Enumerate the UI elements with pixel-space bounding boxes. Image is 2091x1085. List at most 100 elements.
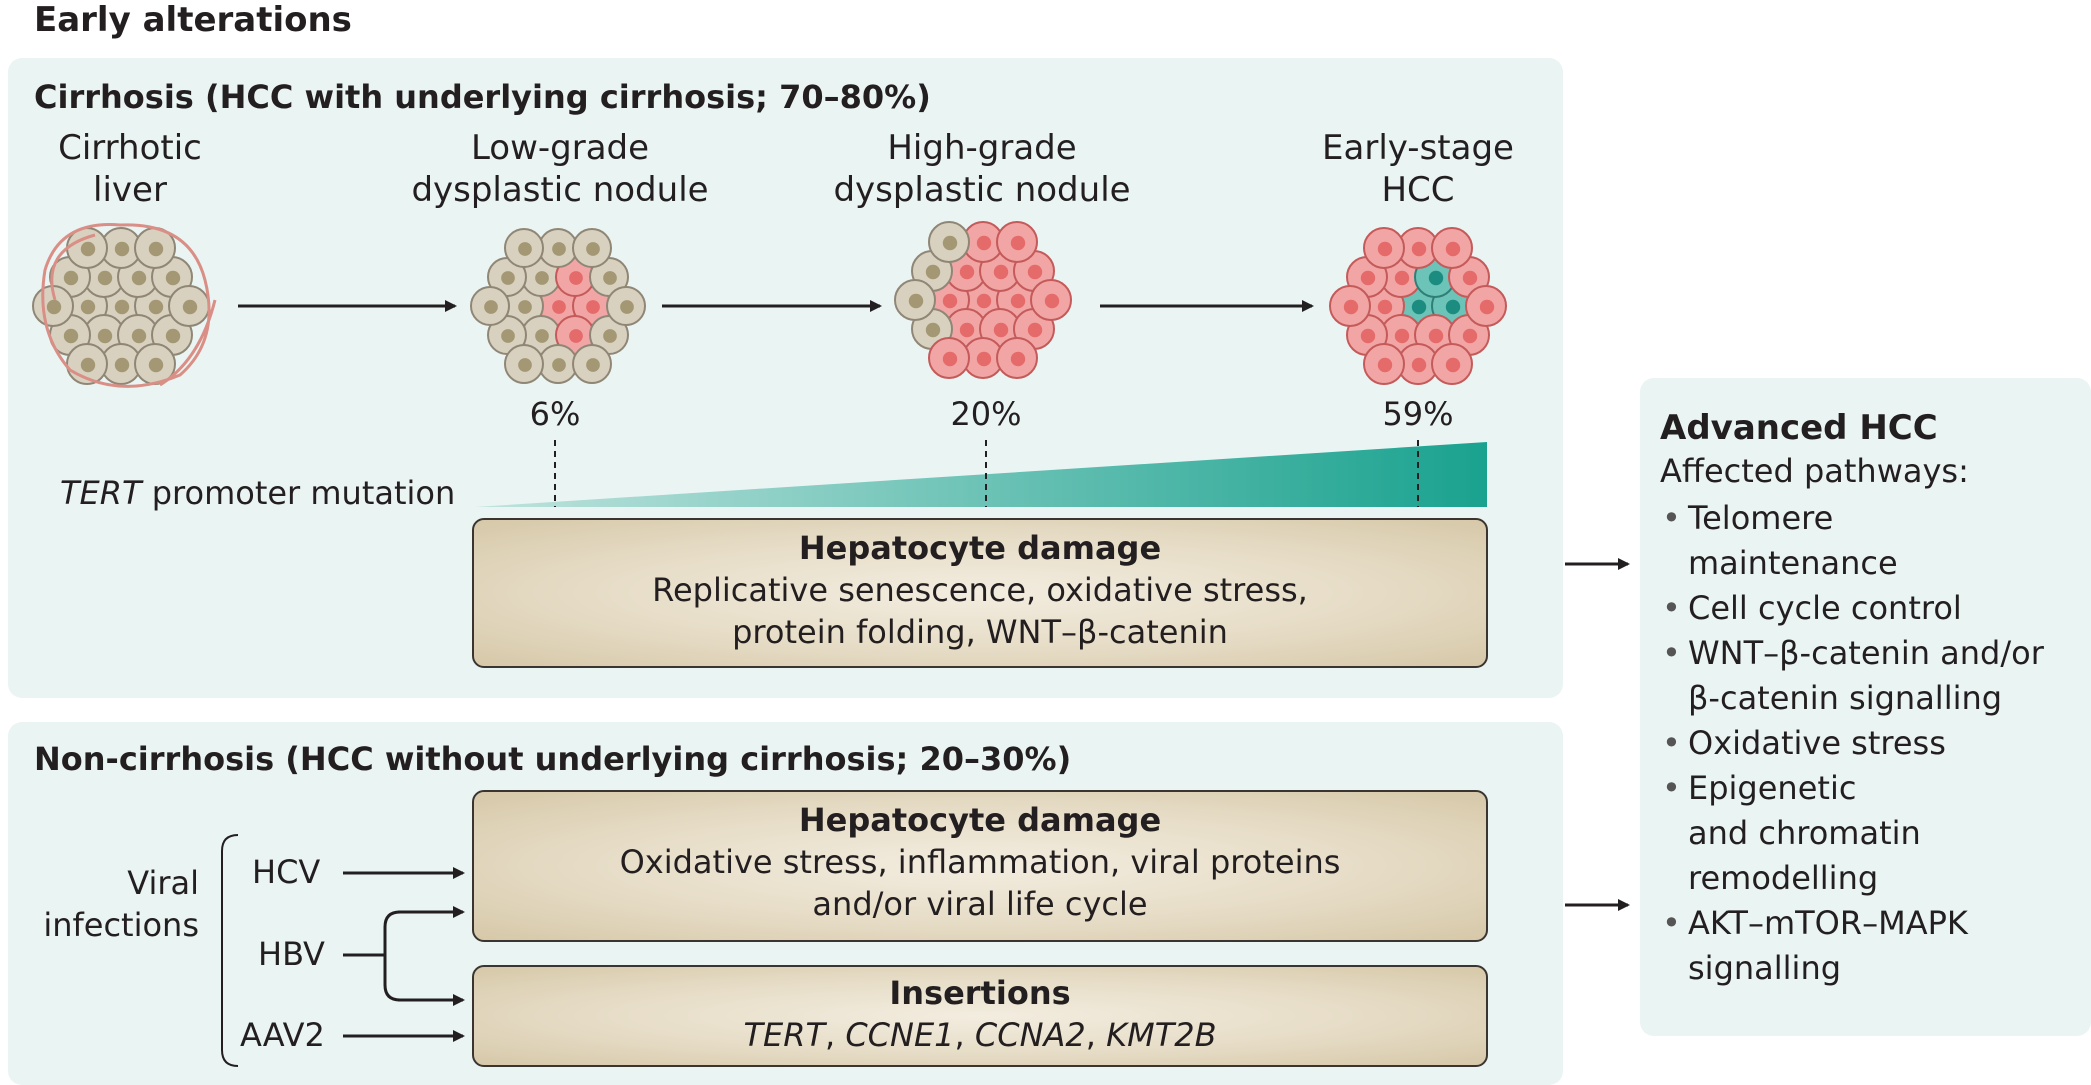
virus-hcv: HCV: [252, 853, 321, 891]
cell-nucleus: [535, 271, 549, 285]
insertion-genes: TERT, CCNE1, CCNA2, KMT2B: [743, 1016, 1217, 1054]
cell-nucleus: [993, 322, 1009, 338]
cell-nucleus: [552, 358, 566, 372]
cell-nucleus: [942, 293, 958, 309]
cell-nucleus: [63, 328, 79, 344]
cell-nucleus: [1394, 270, 1410, 286]
viral-bracket: [221, 834, 239, 1067]
cell-cluster-high-grade: [894, 221, 1072, 379]
cell-nucleus: [1428, 270, 1444, 286]
arrow-hbv-split: [343, 910, 401, 1002]
box-title: Hepatocyte damage: [798, 529, 1162, 567]
cell-nucleus: [518, 300, 532, 314]
cell-nucleus: [959, 322, 975, 338]
cell-nucleus: [1445, 357, 1461, 373]
cell-nucleus: [993, 264, 1009, 280]
cell-nucleus: [1445, 241, 1461, 257]
cell-nucleus: [97, 270, 113, 286]
cell-nucleus: [501, 329, 515, 343]
cell-cluster-cirrhotic-liver: [32, 223, 217, 388]
fibrosis-outline: [41, 223, 217, 388]
cell-nucleus: [586, 242, 600, 256]
cell-nucleus: [976, 351, 992, 367]
cell-nucleus: [1479, 299, 1495, 315]
cell-nucleus: [518, 358, 532, 372]
cell-nucleus: [942, 235, 958, 251]
cell-nucleus: [1411, 299, 1427, 315]
percent-low-grade: 6%: [529, 395, 581, 433]
cell-nucleus: [569, 329, 583, 343]
cell-nucleus: [569, 271, 583, 285]
non-cirrhosis-title: Non-cirrhosis (HCC without underlying ci…: [34, 740, 1072, 778]
cell-nucleus: [976, 235, 992, 251]
box-line: Replicative senescence, oxidative stress…: [652, 571, 1308, 609]
cell-nucleus: [80, 299, 96, 315]
cell-nucleus: [131, 328, 147, 344]
cell-nucleus: [942, 351, 958, 367]
cell-nucleus: [925, 322, 941, 338]
percent-early-hcc: 59%: [1382, 395, 1454, 433]
stage-label-low-grade: Low-grade dysplastic nodule: [411, 128, 709, 210]
pathway-item: Cell cycle control: [1660, 586, 2085, 631]
cell-nucleus: [1462, 270, 1478, 286]
cell-nucleus: [1428, 328, 1444, 344]
hepatocyte-damage-box-noncirrhosis: Hepatocyte damage Oxidative stress, infl…: [472, 790, 1488, 942]
cell-nucleus: [1377, 357, 1393, 373]
cell-nucleus: [148, 357, 164, 373]
cell-nucleus: [586, 300, 600, 314]
tert-mutation-wedge: [475, 442, 1487, 507]
box-title: Insertions: [889, 974, 1071, 1012]
cell-nucleus: [603, 271, 617, 285]
cell-nucleus: [908, 293, 924, 309]
cell-nucleus: [46, 299, 62, 315]
stage-label-high-grade: High-grade dysplastic nodule: [833, 128, 1131, 210]
virus-hbv: HBV: [258, 935, 325, 973]
cell-nucleus: [501, 271, 515, 285]
cell-nucleus: [1445, 299, 1461, 315]
cell-nucleus: [620, 300, 634, 314]
cell-nucleus: [148, 299, 164, 315]
cirrhosis-title: Cirrhosis (HCC with underlying cirrhosis…: [34, 78, 931, 116]
cell-nucleus: [959, 264, 975, 280]
cell-nucleus: [1010, 293, 1026, 309]
cell-nucleus: [97, 328, 113, 344]
box-line: Oxidative stress, inflammation, viral pr…: [619, 843, 1341, 881]
box-line: and/or viral life cycle: [812, 885, 1148, 923]
cell-nucleus: [114, 357, 130, 373]
cell-nucleus: [603, 329, 617, 343]
virus-aav2: AAV2: [240, 1016, 325, 1054]
advanced-hcc-panel: Advanced HCC Affected pathways: Telomere…: [1640, 378, 2091, 1036]
cell-nucleus: [114, 299, 130, 315]
pathway-item: Oxidative stress: [1660, 721, 2085, 766]
cell-nucleus: [1010, 351, 1026, 367]
cell-nucleus: [165, 328, 181, 344]
cell-nucleus: [63, 270, 79, 286]
cell-nucleus: [80, 357, 96, 373]
cell-nucleus: [1377, 241, 1393, 257]
figure-heading: Early alterations: [34, 0, 352, 40]
cell-nucleus: [1394, 328, 1410, 344]
advanced-hcc-title: Advanced HCC: [1660, 408, 1938, 448]
cell-nucleus: [1411, 241, 1427, 257]
cell-nucleus: [1027, 264, 1043, 280]
cell-nucleus: [1360, 328, 1376, 344]
cell-nucleus: [1343, 299, 1359, 315]
pathway-item: WNT–β-catenin and/orβ-catenin signalling: [1660, 631, 2085, 721]
cell-nucleus: [552, 242, 566, 256]
insertions-box: Insertions TERT, CCNE1, CCNA2, KMT2B: [472, 965, 1488, 1067]
cell-nucleus: [148, 241, 164, 257]
cell-nucleus: [518, 242, 532, 256]
cell-nucleus: [182, 299, 198, 315]
box-line: protein folding, WNT–β-catenin: [732, 613, 1228, 651]
cell-nucleus: [1411, 357, 1427, 373]
cell-nucleus: [1044, 293, 1060, 309]
cell-nucleus: [484, 300, 498, 314]
cell-nucleus: [1377, 299, 1393, 315]
cell-nucleus: [535, 329, 549, 343]
box-title: Hepatocyte damage: [798, 801, 1162, 839]
